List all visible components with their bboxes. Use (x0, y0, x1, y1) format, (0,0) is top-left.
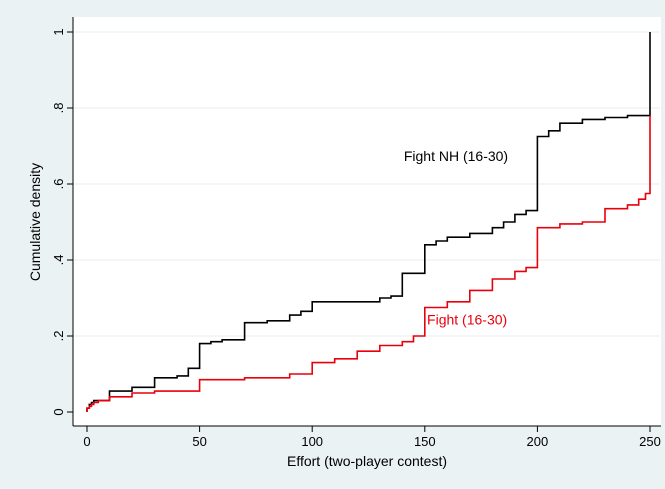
y-tick-label: .2 (51, 331, 66, 342)
y-tick-label: .4 (51, 255, 66, 266)
x-tick-label: 100 (301, 434, 323, 449)
x-tick-label: 250 (639, 434, 661, 449)
x-tick-label: 200 (527, 434, 549, 449)
series-label-fight: Fight (16-30) (427, 312, 507, 328)
y-tick-label: 0 (51, 408, 66, 415)
y-axis-title: Cumulative density (27, 163, 43, 281)
y-tick-label: .6 (51, 179, 66, 190)
plot-area (73, 17, 661, 426)
x-tick-label: 0 (83, 434, 90, 449)
x-tick-label: 50 (192, 434, 206, 449)
y-tick-label: 1 (51, 28, 66, 35)
x-tick-label: 150 (414, 434, 436, 449)
series-label-fight-nh: Fight NH (16-30) (404, 148, 508, 164)
x-axis-title: Effort (two-player contest) (287, 453, 447, 469)
y-tick-label: .8 (51, 103, 66, 114)
